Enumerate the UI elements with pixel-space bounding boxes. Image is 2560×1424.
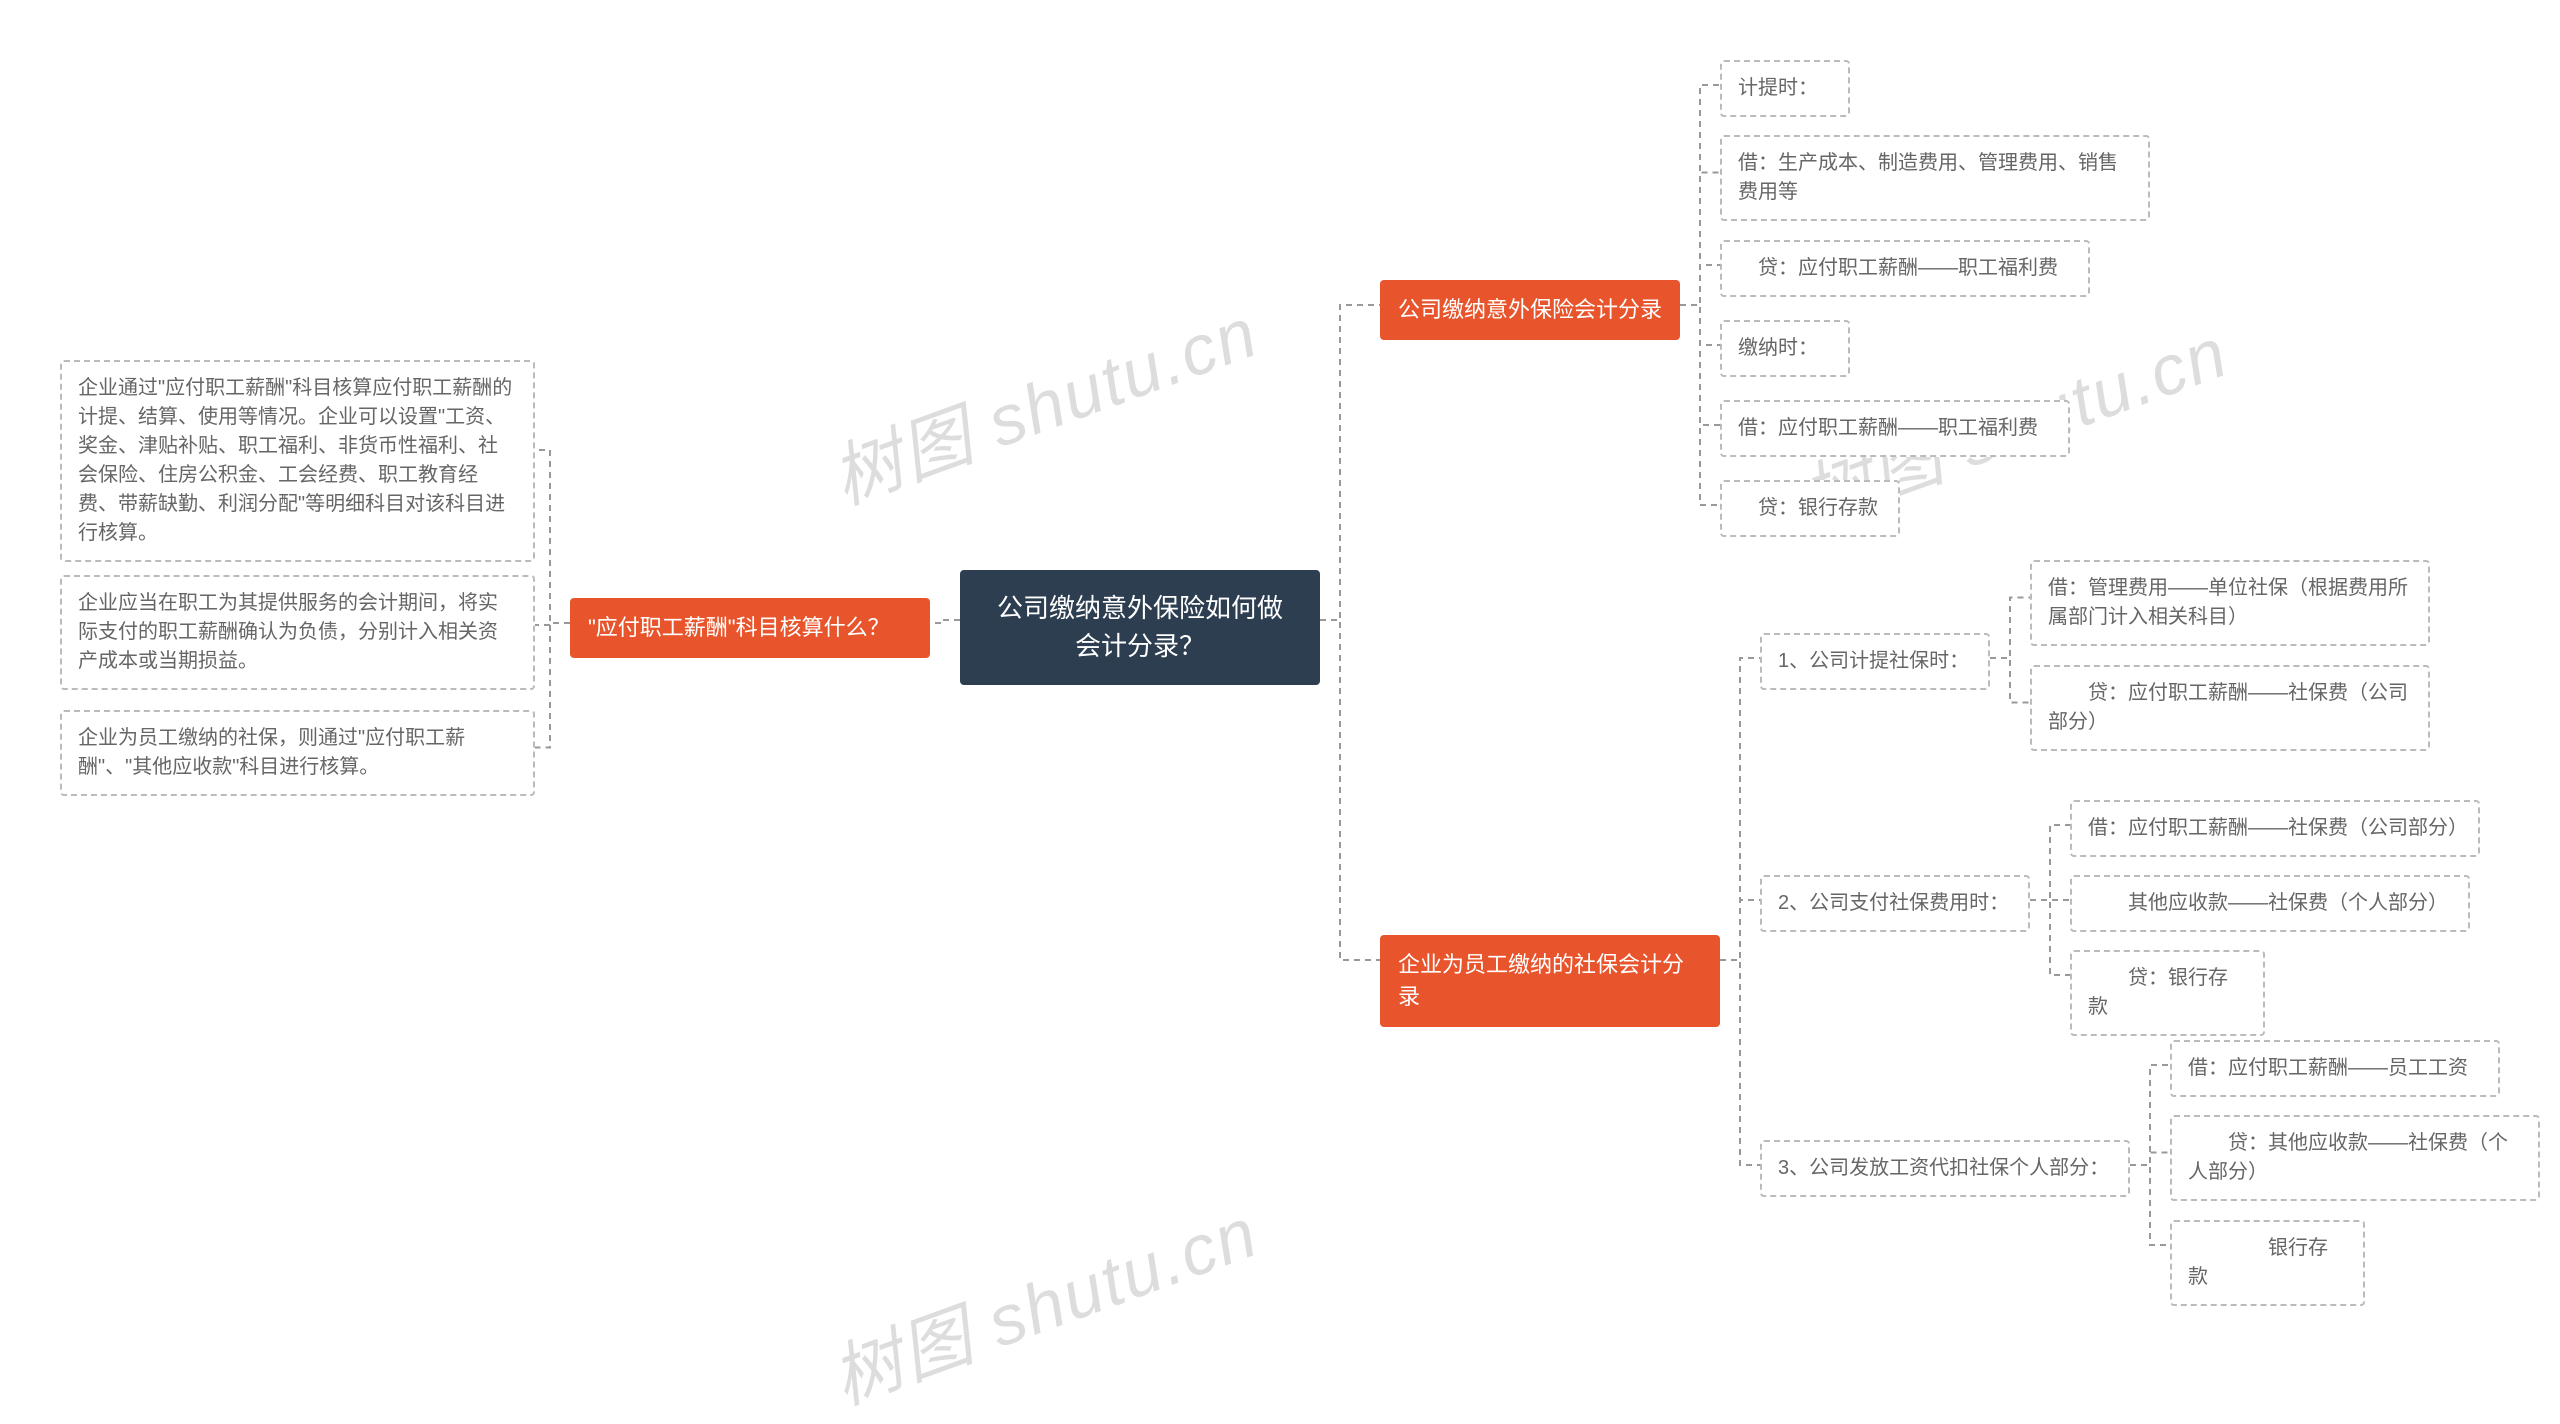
- mindmap-node-r2_sub_2_a[interactable]: 借：应付职工薪酬——社保费（公司部分）: [2070, 800, 2480, 857]
- mindmap-node-r1_leaf_5[interactable]: 借：应付职工薪酬——职工福利费: [1720, 400, 2070, 457]
- mindmap-node-r2_sub_3_b[interactable]: 贷：其他应收款——社保费（个人部分）: [2170, 1115, 2540, 1201]
- mindmap-node-r1_leaf_1[interactable]: 计提时：: [1720, 60, 1850, 117]
- connector: [2030, 900, 2070, 975]
- mindmap-node-r2_sub_3_c[interactable]: 银行存款: [2170, 1220, 2365, 1306]
- connector: [1990, 598, 2030, 659]
- connector: [1990, 658, 2030, 703]
- connector: [2130, 1165, 2170, 1245]
- connector: [1680, 265, 1720, 305]
- mindmap-node-r2_sub_1[interactable]: 1、公司计提社保时：: [1760, 633, 1990, 690]
- mindmap-node-r1_leaf_3[interactable]: 贷：应付职工薪酬——职工福利费: [1720, 240, 2090, 297]
- connector: [2030, 825, 2070, 900]
- connector: [1320, 305, 1380, 620]
- connector: [1720, 960, 1760, 1165]
- mindmap-node-r2_sub_2[interactable]: 2、公司支付社保费用时：: [1760, 875, 2030, 932]
- connector: [2130, 1065, 2170, 1165]
- mindmap-canvas: 树图 shutu.cn树图 shutu.cn树图 shutu.cn公司缴纳意外保…: [0, 0, 2560, 1367]
- connector: [535, 623, 570, 625]
- connector: [1720, 900, 1760, 960]
- mindmap-node-left_branch[interactable]: "应付职工薪酬"科目核算什么？: [570, 598, 930, 658]
- connector: [1680, 305, 1720, 425]
- mindmap-node-left_leaf_2[interactable]: 企业应当在职工为其提供服务的会计期间，将实际支付的职工薪酬确认为负债，分别计入相…: [60, 575, 535, 690]
- mindmap-node-root[interactable]: 公司缴纳意外保险如何做会计分录？: [960, 570, 1320, 685]
- watermark: 树图 shutu.cn: [816, 277, 1270, 524]
- mindmap-node-right_branch_2[interactable]: 企业为员工缴纳的社保会计分录: [1380, 935, 1720, 1027]
- mindmap-node-r2_sub_3[interactable]: 3、公司发放工资代扣社保个人部分：: [1760, 1140, 2130, 1197]
- connector: [1680, 85, 1720, 305]
- mindmap-node-r1_leaf_2[interactable]: 借：生产成本、制造费用、管理费用、销售费用等: [1720, 135, 2150, 221]
- mindmap-node-r2_sub_2_b[interactable]: 其他应收款——社保费（个人部分）: [2070, 875, 2470, 932]
- connector: [535, 450, 570, 623]
- connector: [2130, 1153, 2170, 1166]
- watermark: 树图 shutu.cn: [816, 1177, 1270, 1424]
- mindmap-node-r2_sub_1_a[interactable]: 借：管理费用——单位社保（根据费用所属部门计入相关科目）: [2030, 560, 2430, 646]
- connector: [1680, 305, 1720, 505]
- connector: [535, 623, 570, 748]
- mindmap-node-r1_leaf_4[interactable]: 缴纳时：: [1720, 320, 1850, 377]
- connector: [1680, 173, 1720, 306]
- connector: [1720, 658, 1760, 960]
- mindmap-node-right_branch_1[interactable]: 公司缴纳意外保险会计分录: [1380, 280, 1680, 340]
- mindmap-node-left_leaf_3[interactable]: 企业为员工缴纳的社保，则通过"应付职工薪酬"、"其他应收款"科目进行核算。: [60, 710, 535, 796]
- connector: [930, 620, 960, 623]
- mindmap-node-r2_sub_3_a[interactable]: 借：应付职工薪酬——员工工资: [2170, 1040, 2500, 1097]
- connector: [1320, 620, 1380, 960]
- mindmap-node-left_leaf_1[interactable]: 企业通过"应付职工薪酬"科目核算应付职工薪酬的计提、结算、使用等情况。企业可以设…: [60, 360, 535, 562]
- mindmap-node-r2_sub_1_b[interactable]: 贷：应付职工薪酬——社保费（公司部分）: [2030, 665, 2430, 751]
- connector: [1680, 305, 1720, 345]
- mindmap-node-r2_sub_2_c[interactable]: 贷：银行存款: [2070, 950, 2265, 1036]
- mindmap-node-r1_leaf_6[interactable]: 贷：银行存款: [1720, 480, 1900, 537]
